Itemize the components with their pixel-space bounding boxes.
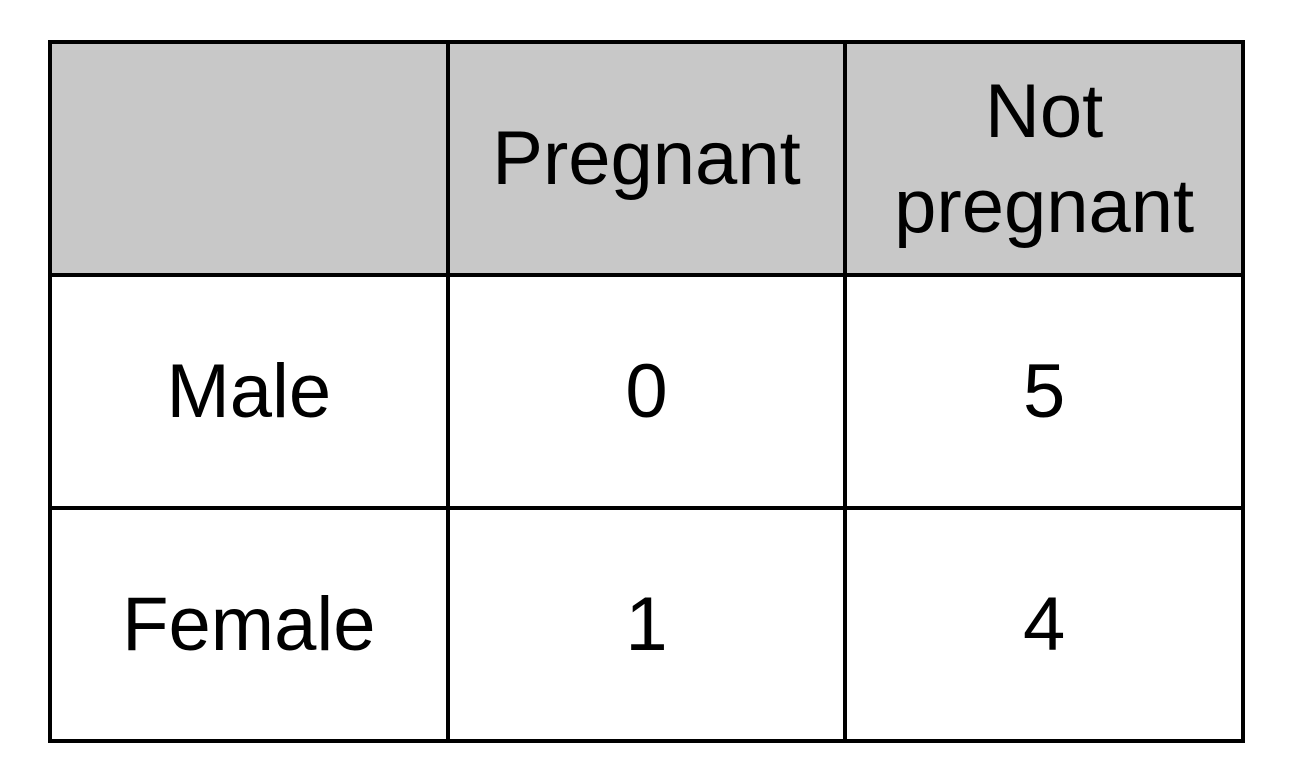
cell-female-pregnant: 1 [445, 506, 848, 743]
table-row-male: Male 0 5 [48, 273, 1245, 510]
contingency-table: Pregnant Not pregnant Male 0 5 Female 1 … [48, 40, 1245, 743]
header-cell-not-pregnant: Not pregnant [843, 40, 1245, 277]
header-corner-cell [48, 40, 450, 277]
row-label-male: Male [48, 273, 450, 510]
table-row-female: Female 1 4 [48, 506, 1245, 743]
cell-male-pregnant: 0 [445, 273, 848, 510]
cell-male-not-pregnant: 5 [843, 273, 1245, 510]
header-cell-pregnant: Pregnant [445, 40, 848, 277]
header-row: Pregnant Not pregnant [48, 40, 1245, 277]
cell-female-not-pregnant: 4 [843, 506, 1245, 743]
row-label-female: Female [48, 506, 450, 743]
